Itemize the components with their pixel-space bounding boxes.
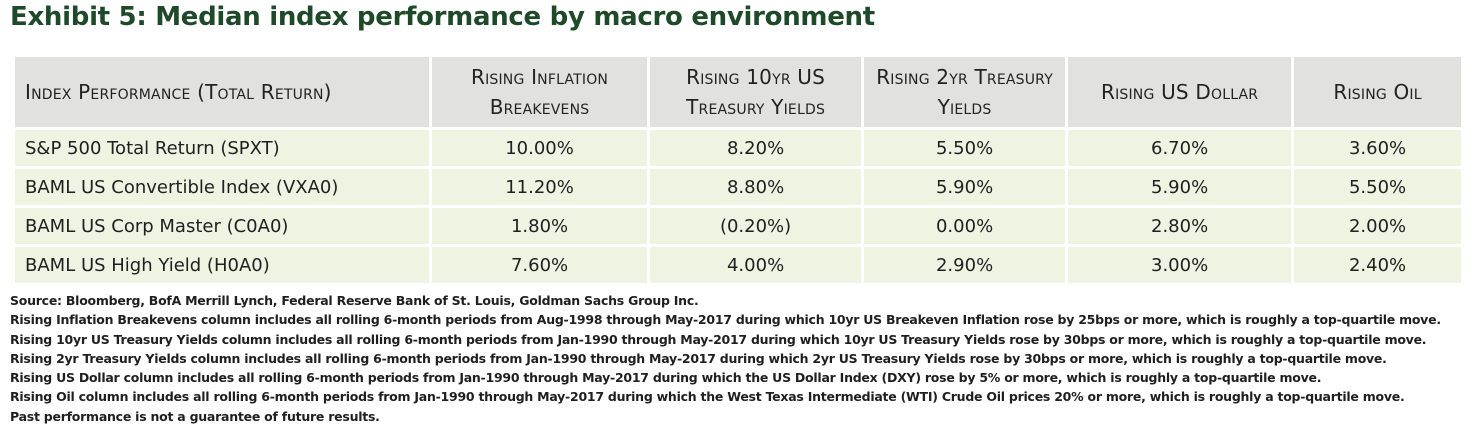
footnote: Rising 10yr US Treasury Yields column in… — [10, 331, 1427, 347]
header-rising-us-dollar: Rising US Dollar — [1068, 57, 1292, 127]
table-cell: 3.00% — [1068, 247, 1292, 283]
performance-table: Index Performance (Total Return) Rising … — [12, 54, 1464, 286]
table-cell: 4.00% — [650, 247, 862, 283]
source-note: Source: Bloomberg, BofA Merrill Lynch, F… — [10, 293, 699, 308]
table-cell: 2.90% — [864, 247, 1066, 283]
table-cell: 7.60% — [432, 247, 648, 283]
disclaimer: Past performance is not a guarantee of f… — [10, 408, 380, 424]
table-row: S&P 500 Total Return (SPXT) 10.00% 8.20%… — [15, 130, 1461, 166]
table-cell: 11.20% — [432, 169, 648, 205]
footnote: Rising Oil column includes all rolling 6… — [10, 389, 1405, 405]
footnotes: Source: Bloomberg, BofA Merrill Lynch, F… — [10, 291, 1466, 426]
row-label: BAML US Convertible Index (VXA0) — [15, 169, 430, 205]
header-rising-2yr-treasury-yields: Rising 2yr Treasury Yields — [864, 57, 1066, 127]
table-cell: 6.70% — [1068, 130, 1292, 166]
exhibit-title: Exhibit 5: Median index performance by m… — [10, 2, 875, 32]
header-rising-oil: Rising Oil — [1294, 57, 1461, 127]
header-rising-10yr-treasury-yields: Rising 10yr US Treasury Yields — [650, 57, 862, 127]
table-cell: 8.20% — [650, 130, 862, 166]
row-label: S&P 500 Total Return (SPXT) — [15, 130, 430, 166]
row-label: BAML US High Yield (H0A0) — [15, 247, 430, 283]
header-index-performance: Index Performance (Total Return) — [15, 57, 430, 127]
table-cell: 1.80% — [432, 208, 648, 244]
table-cell: 3.60% — [1294, 130, 1461, 166]
table-cell: 5.50% — [1294, 169, 1461, 205]
table-cell: 2.80% — [1068, 208, 1292, 244]
footnote: Rising 2yr Treasury Yields column includ… — [10, 350, 1387, 366]
header-rising-inflation-breakevens: Rising Inflation Breakevens — [432, 57, 648, 127]
table-cell: 5.90% — [864, 169, 1066, 205]
table-cell: (0.20%) — [650, 208, 862, 244]
table-cell: 2.00% — [1294, 208, 1461, 244]
footnote: Rising Inflation Breakevens column inclu… — [10, 312, 1441, 328]
table-cell: 5.50% — [864, 130, 1066, 166]
table-row: BAML US Convertible Index (VXA0) 11.20% … — [15, 169, 1461, 205]
table-cell: 10.00% — [432, 130, 648, 166]
table-header-row: Index Performance (Total Return) Rising … — [15, 57, 1461, 127]
table-cell: 8.80% — [650, 169, 862, 205]
table-row: BAML US Corp Master (C0A0) 1.80% (0.20%)… — [15, 208, 1461, 244]
table-cell: 2.40% — [1294, 247, 1461, 283]
table-row: BAML US High Yield (H0A0) 7.60% 4.00% 2.… — [15, 247, 1461, 283]
table-cell: 5.90% — [1068, 169, 1292, 205]
table-cell: 0.00% — [864, 208, 1066, 244]
row-label: BAML US Corp Master (C0A0) — [15, 208, 430, 244]
footnote: Rising US Dollar column includes all rol… — [10, 370, 1322, 386]
